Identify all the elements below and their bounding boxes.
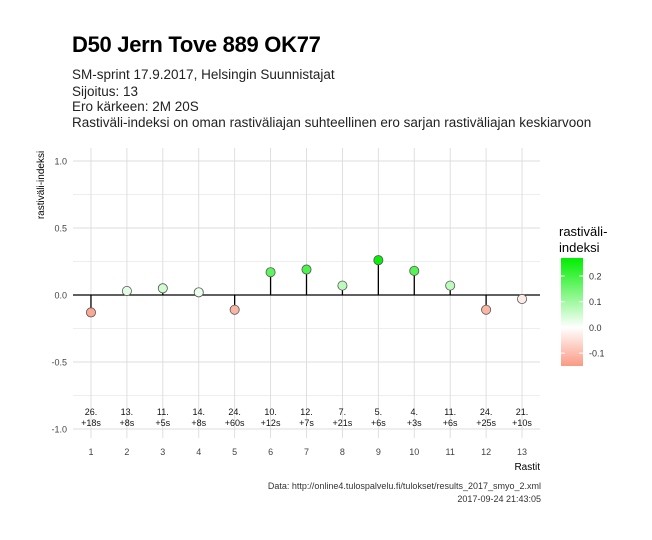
point-layer bbox=[85, 255, 528, 318]
x-tick-label: 7 bbox=[304, 447, 309, 457]
data-point bbox=[121, 285, 132, 296]
legend-tick-label: -0.1 bbox=[589, 349, 605, 359]
data-point bbox=[85, 307, 96, 318]
time-diff-label: +21s bbox=[333, 418, 353, 428]
x-tick-label: 6 bbox=[268, 447, 273, 457]
rank-label: 4. bbox=[411, 407, 419, 417]
y-tick-label: -0.5 bbox=[51, 358, 67, 368]
x-tick-label: 1 bbox=[88, 447, 93, 457]
time-diff-label: +8s bbox=[120, 418, 135, 428]
rank-label: 21. bbox=[516, 407, 529, 417]
data-point bbox=[193, 287, 204, 298]
data-point bbox=[337, 280, 348, 291]
subtitle-line-4: Rastiväli-indeksi on oman rastiväliajan … bbox=[72, 115, 592, 130]
chart-svg: 26.+18s13.+8s11.+5s14.+8s24.+60s10.+12s1… bbox=[36, 148, 607, 473]
data-point bbox=[481, 304, 492, 315]
x-tick-label: 10 bbox=[409, 447, 419, 457]
data-source-caption: Data: http://online4.tulospalvelu.fi/tul… bbox=[267, 481, 541, 491]
label-layer: 26.+18s13.+8s11.+5s14.+8s24.+60s10.+12s1… bbox=[81, 407, 532, 428]
x-tick-label: 5 bbox=[232, 447, 237, 457]
time-diff-label: +8s bbox=[191, 418, 206, 428]
x-tick-label: 9 bbox=[376, 447, 381, 457]
color-legend: rastiväli- indeksi -0.1 0.0 0.1 0.2 bbox=[559, 224, 607, 366]
y-tick-label: 0.5 bbox=[54, 224, 67, 234]
time-diff-label: +10s bbox=[512, 418, 532, 428]
data-point bbox=[517, 294, 528, 305]
data-point bbox=[409, 265, 420, 276]
rank-label: 5. bbox=[375, 407, 383, 417]
time-diff-label: +7s bbox=[299, 418, 314, 428]
y-tick-label: 1.0 bbox=[54, 157, 67, 167]
x-tick-label: 2 bbox=[124, 447, 129, 457]
y-axis-title: rastiväli-indeksi bbox=[36, 151, 47, 219]
x-tick-label: 13 bbox=[517, 447, 527, 457]
time-diff-label: +3s bbox=[407, 418, 422, 428]
legend-tick-label: 0.0 bbox=[589, 323, 602, 333]
y-tick-label: 0.0 bbox=[54, 291, 67, 301]
data-point bbox=[157, 283, 168, 294]
legend-colorbar bbox=[561, 258, 583, 366]
axis-layer: -1.0-0.50.00.51.01 2 3 4 5 6 7 8 9 10 11 12 13 bbox=[51, 157, 527, 458]
data-point bbox=[301, 264, 312, 275]
data-point bbox=[373, 255, 384, 266]
time-diff-label: +60s bbox=[225, 418, 245, 428]
x-tick-label: 12 bbox=[481, 447, 491, 457]
rank-label: 14. bbox=[192, 407, 205, 417]
rank-label: 7. bbox=[339, 407, 347, 417]
rank-label: 24. bbox=[480, 407, 493, 417]
time-diff-label: +6s bbox=[443, 418, 458, 428]
subtitle-line-1: SM-sprint 17.9.2017, Helsingin Suunnista… bbox=[72, 67, 335, 82]
time-diff-label: +18s bbox=[81, 418, 101, 428]
x-tick-label: 11 bbox=[446, 447, 455, 457]
subtitle-line-3: Ero kärkeen: 2M 20S bbox=[72, 99, 199, 114]
legend-title-line-1: rastiväli- bbox=[559, 224, 607, 239]
x-tick-label: 4 bbox=[196, 447, 201, 457]
rank-label: 12. bbox=[300, 407, 313, 417]
timestamp-caption: 2017-09-24 21:43:05 bbox=[457, 494, 541, 504]
x-tick-label: 8 bbox=[340, 447, 345, 457]
legend-tick-label: 0.2 bbox=[589, 272, 602, 282]
rank-label: 13. bbox=[121, 407, 134, 417]
x-tick-label: 3 bbox=[160, 447, 165, 457]
y-tick-label: -1.0 bbox=[51, 425, 67, 435]
rank-label: 11. bbox=[157, 407, 169, 417]
data-point bbox=[445, 280, 456, 291]
legend-title-line-2: indeksi bbox=[559, 240, 600, 255]
time-diff-label: +12s bbox=[261, 418, 281, 428]
time-diff-label: +5s bbox=[155, 418, 170, 428]
data-point bbox=[229, 304, 240, 315]
rank-label: 24. bbox=[228, 407, 241, 417]
rank-label: 11. bbox=[444, 407, 456, 417]
x-axis-title: Rastit bbox=[514, 462, 540, 473]
subtitle-line-2: Sijoitus: 13 bbox=[72, 84, 139, 99]
chart-title: D50 Jern Tove 889 OK77 bbox=[72, 32, 321, 57]
data-point bbox=[265, 267, 276, 278]
rank-label: 10. bbox=[264, 407, 277, 417]
legend-ticks: -0.1 0.0 0.1 0.2 bbox=[561, 272, 605, 359]
legend-tick-label: 0.1 bbox=[589, 297, 602, 307]
time-diff-label: +6s bbox=[371, 418, 386, 428]
rank-label: 26. bbox=[85, 407, 98, 417]
time-diff-label: +25s bbox=[476, 418, 496, 428]
